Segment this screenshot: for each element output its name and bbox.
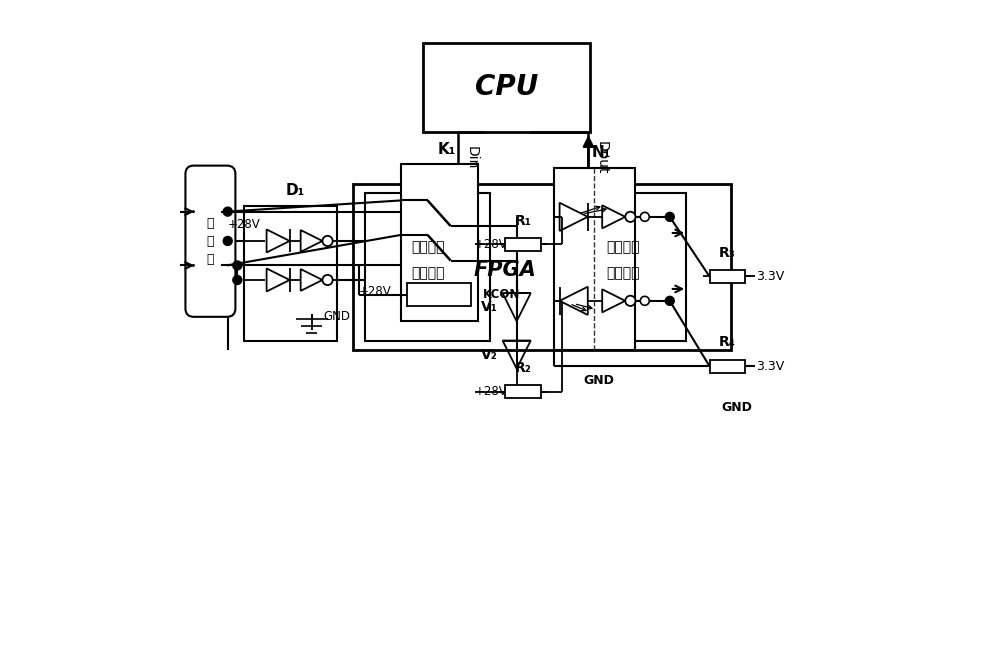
Text: 连
接
器: 连 接 器 <box>207 217 214 265</box>
Circle shape <box>233 275 242 284</box>
Text: +28V: +28V <box>359 285 392 298</box>
Circle shape <box>233 261 242 270</box>
Text: R₂: R₂ <box>515 361 531 375</box>
FancyBboxPatch shape <box>401 164 478 321</box>
Text: GND: GND <box>584 374 615 387</box>
Text: +28V: +28V <box>475 238 508 251</box>
Circle shape <box>640 297 649 305</box>
FancyBboxPatch shape <box>561 193 686 341</box>
Circle shape <box>223 236 232 245</box>
FancyBboxPatch shape <box>244 206 337 341</box>
Text: D₁: D₁ <box>286 183 305 199</box>
Text: R₃: R₃ <box>719 246 736 260</box>
Text: V₂: V₂ <box>481 348 497 361</box>
FancyBboxPatch shape <box>423 43 590 132</box>
Text: GND: GND <box>323 310 350 323</box>
Text: R₁: R₁ <box>515 214 532 228</box>
Text: −: − <box>455 288 467 302</box>
Text: R₄: R₄ <box>719 336 736 349</box>
Text: Din: Din <box>465 146 479 169</box>
Text: 产生控制: 产生控制 <box>411 266 445 280</box>
Circle shape <box>665 297 674 305</box>
Circle shape <box>665 212 674 221</box>
FancyBboxPatch shape <box>505 386 541 398</box>
Text: 光栅信号: 光栅信号 <box>607 241 640 254</box>
Circle shape <box>625 296 636 306</box>
Text: +28V: +28V <box>228 218 260 231</box>
Circle shape <box>223 207 232 216</box>
FancyBboxPatch shape <box>407 283 471 306</box>
Text: CPU: CPU <box>475 73 538 101</box>
FancyBboxPatch shape <box>710 270 745 283</box>
FancyBboxPatch shape <box>554 167 635 350</box>
FancyBboxPatch shape <box>365 193 490 341</box>
Text: +: + <box>412 289 421 300</box>
Circle shape <box>625 212 636 222</box>
Text: FPGA: FPGA <box>473 260 536 280</box>
Text: 3.3V: 3.3V <box>756 360 785 373</box>
Circle shape <box>322 275 333 285</box>
Text: 光栅信号: 光栅信号 <box>411 241 445 254</box>
Text: 采集控制: 采集控制 <box>607 266 640 280</box>
Text: 3.3V: 3.3V <box>756 270 785 283</box>
Text: +28V: +28V <box>475 386 508 398</box>
FancyBboxPatch shape <box>185 165 235 317</box>
Text: V₁: V₁ <box>481 300 497 314</box>
Circle shape <box>322 236 333 246</box>
Text: K₁: K₁ <box>438 141 456 156</box>
Text: KCON: KCON <box>483 288 520 301</box>
FancyBboxPatch shape <box>505 238 541 251</box>
Circle shape <box>640 212 649 221</box>
Text: Dout: Dout <box>595 141 609 175</box>
FancyBboxPatch shape <box>353 184 731 350</box>
FancyBboxPatch shape <box>710 360 745 373</box>
Text: N₁: N₁ <box>591 145 611 160</box>
Text: GND: GND <box>722 401 752 414</box>
